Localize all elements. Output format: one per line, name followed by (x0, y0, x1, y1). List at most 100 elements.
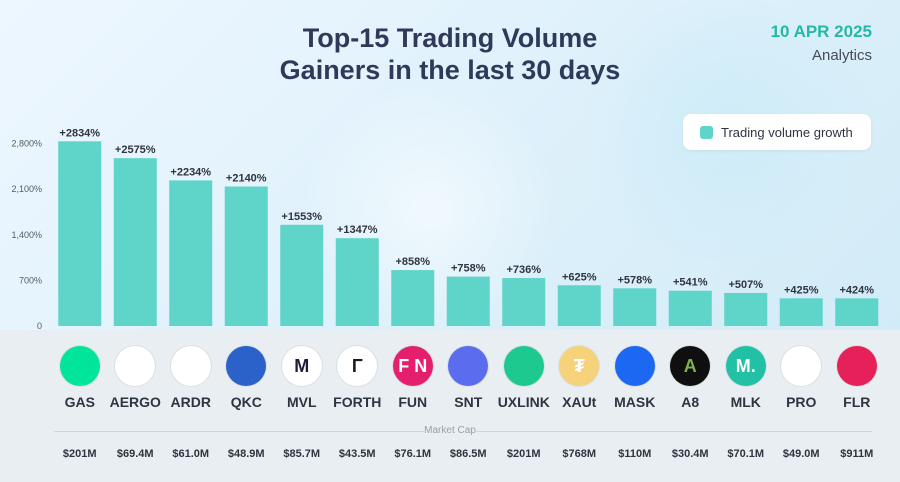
coin-symbol: GAS (64, 394, 95, 410)
market-cap-value: $49.0M (782, 448, 820, 460)
coin-symbol: ARDR (170, 394, 211, 410)
bar-gas (58, 141, 102, 326)
coin-symbol: UXLINK (497, 394, 550, 410)
bar-chart: 0 700% 1,400% 2,100% 2,800% +2834% +2575% +2234… (11, 127, 879, 330)
ancient8-icon: A (670, 346, 711, 386)
bar-qkc (224, 186, 268, 326)
legend-label: Trading volume growth (721, 124, 853, 140)
market-cap-label: Market Cap (424, 425, 476, 436)
market-cap-divider-right (474, 431, 872, 432)
bar-value-label: +1347% (337, 224, 378, 236)
bar-value-label: +736% (506, 264, 541, 276)
coin-logo-glyph (781, 346, 821, 386)
market-cap-value: $48.9M (227, 448, 265, 460)
y-tick-label: 2,800% (11, 139, 42, 149)
market-cap-value: $110M (618, 448, 652, 460)
mask-network-icon (614, 346, 655, 386)
bar-uxlink (502, 278, 546, 326)
bar-value-label: +2234% (170, 166, 211, 178)
neo-gas-icon (59, 346, 100, 386)
bar-value-label: +425% (784, 284, 819, 296)
bar-value-label: +541% (673, 277, 708, 289)
coin-logo-glyph (448, 346, 488, 386)
bar-value-label: +625% (562, 271, 597, 283)
bar-forth (335, 238, 379, 326)
report-date: 10 APR 2025 (770, 22, 872, 41)
coin-logo-glyph (60, 346, 100, 386)
coin-symbol: FUN (398, 394, 428, 410)
y-tick-label: 0 (37, 321, 42, 330)
coin-symbol: A8 (681, 394, 700, 410)
y-tick-label: 700% (19, 275, 42, 285)
coin-logo-glyph (837, 346, 877, 386)
market-cap-value: $30.4M (671, 448, 709, 460)
bar-mvl (280, 224, 324, 326)
funtoken-icon: F N (392, 346, 433, 386)
bar-xaut (557, 285, 601, 326)
y-tick-label: 2,100% (11, 184, 42, 194)
coin-symbol: MVL (286, 394, 317, 410)
bar-value-label: +507% (728, 279, 763, 291)
coin-symbol: MLK (730, 394, 761, 410)
ampleforth-icon: Γ (337, 346, 378, 386)
bar-value-label: +758% (451, 263, 486, 275)
y-tick-label: 1,400% (11, 230, 42, 240)
market-cap-value: $201M (506, 448, 541, 460)
market-cap-value: $61.0M (172, 448, 210, 460)
coin-symbol: SNT (454, 394, 483, 410)
chart-title-line-2: Gainers in the last 30 days (279, 55, 621, 85)
legend-swatch (700, 125, 713, 139)
bar-mask (613, 288, 657, 326)
bar-value-label: +2140% (226, 173, 267, 185)
coin-symbol: AERGO (109, 394, 161, 410)
bar-pro (779, 298, 823, 326)
chart-title: Top-15 Trading Volume Gainers in the las… (250, 22, 650, 86)
coin-symbol: QKC (230, 394, 262, 410)
market-cap-value: $43.5M (338, 448, 376, 460)
bar-ardr (169, 180, 213, 326)
market-cap-value: $201M (62, 448, 97, 460)
coin-symbol: MASK (614, 394, 656, 410)
coin-logo-glyph: ₮ (573, 355, 585, 376)
market-cap-value: $85.7M (283, 448, 321, 460)
bar-value-label: +858% (395, 256, 430, 268)
bar-value-label: +578% (617, 274, 652, 286)
market-cap-divider-left (54, 431, 426, 432)
bar-value-label: +2834% (59, 127, 100, 139)
coin-logo-glyph (115, 346, 155, 386)
chart-legend: Trading volume growth (683, 114, 871, 150)
market-cap-value: $911M (840, 448, 874, 460)
market-cap-value: $86.5M (449, 448, 487, 460)
coin-logo-glyph: F N (398, 355, 428, 376)
coin-logo-glyph (615, 346, 655, 386)
brand-label: Analytics (811, 47, 872, 64)
coin-logo-glyph: M (294, 355, 310, 376)
coin-logo-glyph (504, 346, 544, 386)
bar-flr (835, 298, 879, 326)
bar-fun (391, 270, 435, 326)
uxlink-icon (503, 346, 544, 386)
tether-gold-icon: ₮ (559, 346, 600, 386)
coin-logo-glyph (171, 346, 211, 386)
coin-logo-glyph: A (683, 355, 697, 376)
coin-logo-glyph: Γ (351, 355, 363, 376)
mil-k-icon: M. (725, 346, 766, 386)
market-cap-value: $768M (562, 448, 597, 460)
coin-symbol: FLR (843, 394, 871, 410)
market-cap-value: $69.4M (116, 448, 154, 460)
propy-icon (781, 346, 822, 386)
bar-value-label: +1553% (281, 211, 322, 223)
bar-mlk (724, 292, 768, 326)
coin-symbol: PRO (786, 394, 817, 410)
bar-snt (446, 276, 490, 326)
coin-logo-glyph: M. (735, 355, 756, 376)
market-cap-value: $76.1M (394, 448, 432, 460)
aergo-icon (115, 346, 156, 386)
coin-symbol: XAUt (562, 394, 597, 410)
status-icon (448, 346, 489, 386)
bar-a8 (668, 290, 712, 326)
ardor-icon (170, 346, 211, 386)
coin-logo-glyph (226, 346, 266, 386)
quarkchain-icon (226, 346, 267, 386)
bar-value-label: +424% (839, 284, 874, 296)
